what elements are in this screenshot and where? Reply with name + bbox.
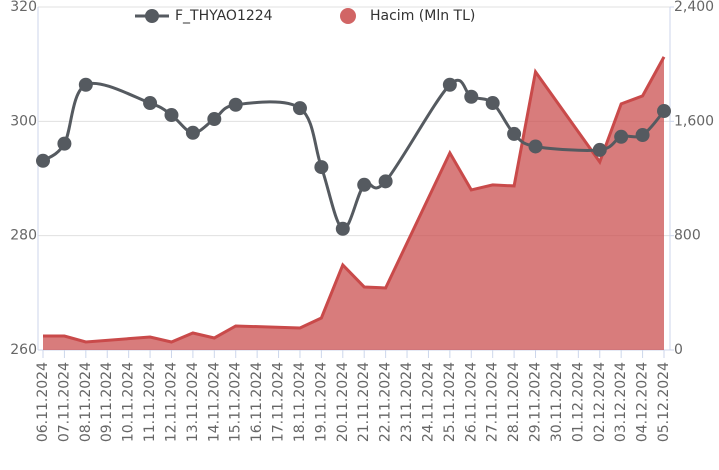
x-tick-label: 20.11.2024 — [335, 362, 351, 442]
y2-tick-label: 1,600 — [674, 113, 714, 129]
price-marker — [228, 97, 243, 112]
y-tick-label: 280 — [10, 228, 37, 244]
volume-line — [43, 56, 666, 344]
price-marker — [442, 77, 457, 92]
x-tick-label: 17.11.2024 — [271, 362, 287, 442]
price-marker — [335, 221, 350, 236]
x-tick-label: 29.11.2024 — [528, 362, 544, 442]
x-tick-label: 27.11.2024 — [485, 362, 501, 442]
price-marker — [357, 177, 372, 192]
price-marker — [185, 125, 200, 140]
price-marker — [464, 89, 479, 104]
price-marker — [378, 174, 393, 189]
price-marker — [635, 128, 650, 143]
price-marker — [292, 101, 307, 116]
price-line — [42, 78, 666, 231]
x-tick-label: 01.12.2024 — [570, 362, 586, 442]
x-tick-label: 23.11.2024 — [399, 362, 415, 442]
x-tick-label: 22.11.2024 — [378, 362, 394, 442]
x-tick-label: 12.11.2024 — [163, 362, 179, 442]
price-marker — [592, 142, 607, 157]
x-tick-label: 25.11.2024 — [442, 362, 458, 442]
x-tick-label: 24.11.2024 — [420, 362, 436, 442]
x-tick-label: 16.11.2024 — [249, 362, 265, 442]
x-tick-label: 03.12.2024 — [613, 362, 629, 442]
x-tick-label: 21.11.2024 — [356, 362, 372, 442]
x-tick-label: 05.12.2024 — [656, 362, 672, 442]
x-tick-label: 14.11.2024 — [206, 362, 222, 442]
x-tick-label: 15.11.2024 — [228, 362, 244, 442]
price-marker — [507, 126, 522, 141]
legend-label[interactable]: Hacim (Mln TL) — [370, 8, 475, 24]
legend-marker — [145, 9, 159, 23]
x-tick-label: 13.11.2024 — [185, 362, 201, 442]
y-tick-label: 300 — [10, 113, 37, 129]
x-tick-label: 11.11.2024 — [142, 362, 158, 442]
x-tick-label: 30.11.2024 — [549, 362, 565, 442]
volume-area — [43, 56, 664, 350]
x-tick-label: 02.12.2024 — [592, 362, 608, 442]
x-tick-label: 07.11.2024 — [56, 362, 72, 442]
price-marker — [614, 129, 629, 144]
x-tick-label: 18.11.2024 — [292, 362, 308, 442]
price-marker — [528, 139, 543, 154]
price-marker — [57, 136, 72, 151]
price-marker — [314, 160, 329, 175]
x-tick-label: 26.11.2024 — [463, 362, 479, 442]
x-tick-label: 09.11.2024 — [99, 362, 115, 442]
price-marker — [485, 96, 500, 111]
x-tick-label: 19.11.2024 — [313, 362, 329, 442]
y-tick-label: 320 — [10, 0, 37, 15]
x-tick-label: 08.11.2024 — [78, 362, 94, 442]
legend-label[interactable]: F_THYAO1224 — [175, 8, 273, 24]
y-tick-label: 260 — [10, 342, 37, 358]
legend-marker — [340, 8, 356, 24]
price-marker — [164, 108, 179, 123]
price-marker — [207, 112, 222, 127]
y2-tick-label: 800 — [674, 228, 701, 244]
price-marker — [78, 77, 93, 92]
x-tick-label: 10.11.2024 — [121, 362, 137, 442]
y2-tick-label: 2,400 — [674, 0, 714, 15]
x-tick-label: 28.11.2024 — [506, 362, 522, 442]
price-marker — [36, 153, 50, 168]
price-marker — [657, 104, 671, 119]
x-tick-label: 04.12.2024 — [635, 362, 651, 442]
x-tick-label: 06.11.2024 — [35, 362, 51, 442]
price-marker — [143, 96, 158, 111]
y2-tick-label: 0 — [674, 342, 683, 358]
